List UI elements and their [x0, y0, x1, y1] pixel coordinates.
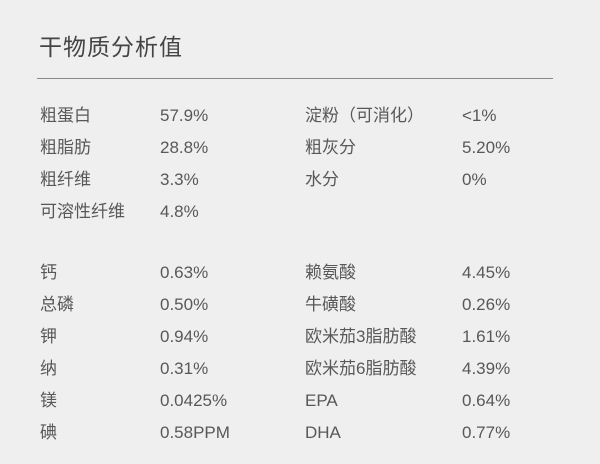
nutrient-name: 钾: [40, 327, 57, 346]
nutrient-value: 4.8%: [160, 202, 199, 221]
nutrient-value: 4.45%: [462, 263, 511, 282]
nutrient-value: 0.64%: [462, 391, 511, 410]
nutrient-name: 可溶性纤维: [40, 202, 125, 221]
nutrient-name: 牛磺酸: [305, 295, 356, 314]
page-title: 干物质分析值: [39, 34, 183, 60]
nutrient-name: 粗脂肪: [40, 138, 91, 157]
nutrient-value: 4.39%: [462, 359, 511, 378]
nutrient-value: 0%: [462, 170, 487, 189]
nutrient-name: 淀粉（可消化）: [305, 106, 424, 125]
nutrient-value: 0.94%: [160, 327, 209, 346]
nutrient-name: 碘: [40, 423, 57, 442]
table-row: 可溶性纤维 4.8%: [40, 196, 560, 228]
table-row: 碘 0.58PPM DHA 0.77%: [40, 417, 560, 449]
nutrient-name: 赖氨酸: [305, 263, 356, 282]
nutrient-table-minerals: 钙 0.63% 赖氨酸 4.45% 总磷 0.50% 牛磺酸 0.26% 钾 0.94% 欧米茄3脂…: [40, 257, 560, 449]
nutrient-value: 0.50%: [160, 295, 209, 314]
nutrient-name: 欧米茄6脂肪酸: [305, 359, 417, 378]
nutrient-value: 5.20%: [462, 138, 511, 157]
nutrient-name: 粗蛋白: [40, 106, 91, 125]
table-row: 钙 0.63% 赖氨酸 4.45%: [40, 257, 560, 289]
nutrient-value: 57.9%: [160, 106, 209, 125]
nutrient-table-primary: 粗蛋白 57.9% 淀粉（可消化） <1% 粗脂肪 28.8% 粗灰分 5.20% 粗纤维 3.3…: [40, 100, 560, 228]
nutrient-name: DHA: [305, 423, 341, 442]
table-row: 镁 0.0425% EPA 0.64%: [40, 385, 560, 417]
nutrient-name: 镁: [40, 391, 57, 410]
nutrient-value: 0.26%: [462, 295, 511, 314]
nutrient-value: 0.31%: [160, 359, 209, 378]
nutrient-value: 1.61%: [462, 327, 511, 346]
nutrient-value: 0.58PPM: [160, 423, 230, 442]
nutrient-value: 3.3%: [160, 170, 199, 189]
nutrient-name: 钙: [40, 263, 57, 282]
table-row: 粗纤维 3.3% 水分 0%: [40, 164, 560, 196]
nutrient-value: 0.77%: [462, 423, 511, 442]
nutrient-value: 28.8%: [160, 138, 209, 157]
table-row: 粗蛋白 57.9% 淀粉（可消化） <1%: [40, 100, 560, 132]
table-row: 钾 0.94% 欧米茄3脂肪酸 1.61%: [40, 321, 560, 353]
nutrient-name: EPA: [305, 391, 338, 410]
divider: [37, 78, 553, 79]
table-row: 纳 0.31% 欧米茄6脂肪酸 4.39%: [40, 353, 560, 385]
nutrient-value: 0.63%: [160, 263, 209, 282]
nutrient-name: 水分: [305, 170, 339, 189]
nutrient-name: 总磷: [40, 295, 74, 314]
table-row: 粗脂肪 28.8% 粗灰分 5.20%: [40, 132, 560, 164]
nutrient-value: 0.0425%: [160, 391, 228, 410]
nutrient-name: 欧米茄3脂肪酸: [305, 327, 417, 346]
nutrient-name: 粗纤维: [40, 170, 91, 189]
nutrient-name: 粗灰分: [305, 138, 356, 157]
nutrient-name: 纳: [40, 359, 57, 378]
nutrient-value: <1%: [462, 106, 497, 125]
table-row: 总磷 0.50% 牛磺酸 0.26%: [40, 289, 560, 321]
